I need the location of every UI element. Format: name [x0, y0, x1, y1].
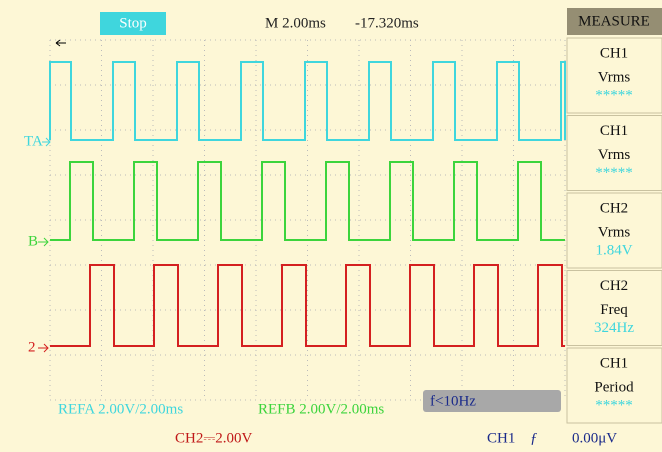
timebase: M 2.00ms [265, 15, 326, 31]
menu-value: ***** [595, 87, 633, 103]
measure-menu: CH1 Vrms ***** CH1 Vrms ***** CH2 Vrms 1.84V CH2 F… [567, 38, 662, 423]
background [0, 0, 662, 452]
scope-screen: Stop M 2.00ms -17.320ms TA B 2 REFA 2.00… [0, 0, 662, 452]
trigger-level: 0.00μV [572, 430, 617, 446]
menu-measurement: Period [594, 379, 634, 395]
menu-value: ***** [595, 397, 633, 413]
menu-source: CH1 [600, 45, 628, 61]
refb-label: REFB 2.00V/2.00ms [258, 401, 384, 417]
menu-measurement: Freq [600, 302, 628, 318]
status: Stop [119, 15, 147, 31]
freq-warning: f<10Hz [430, 393, 476, 409]
ref-b-marker: B [28, 233, 38, 249]
trigger-position: -17.320ms [355, 15, 419, 31]
menu-source: CH2 [600, 278, 628, 294]
trigger-source: CH1 [487, 430, 515, 446]
menu-measurement: Vrms [598, 69, 631, 85]
refa-label: REFA 2.00V/2.00ms [58, 401, 183, 417]
menu-measurement: Vrms [598, 147, 631, 163]
ch2-scale: CH2⎓2.00V [175, 430, 253, 446]
menu-source: CH2 [600, 200, 628, 216]
ref-a-marker: TA [24, 133, 43, 149]
ch2-marker: 2 [28, 339, 36, 355]
menu-measurement: Vrms [598, 224, 631, 240]
trigger-edge: ƒ [530, 430, 538, 446]
menu-value: 1.84V [595, 242, 632, 258]
menu-source: CH1 [600, 123, 628, 139]
menu-value: ***** [595, 165, 633, 181]
menu-title: MEASURE [578, 13, 650, 29]
menu-value: 324Hz [594, 320, 634, 336]
menu-source: CH1 [600, 355, 628, 371]
